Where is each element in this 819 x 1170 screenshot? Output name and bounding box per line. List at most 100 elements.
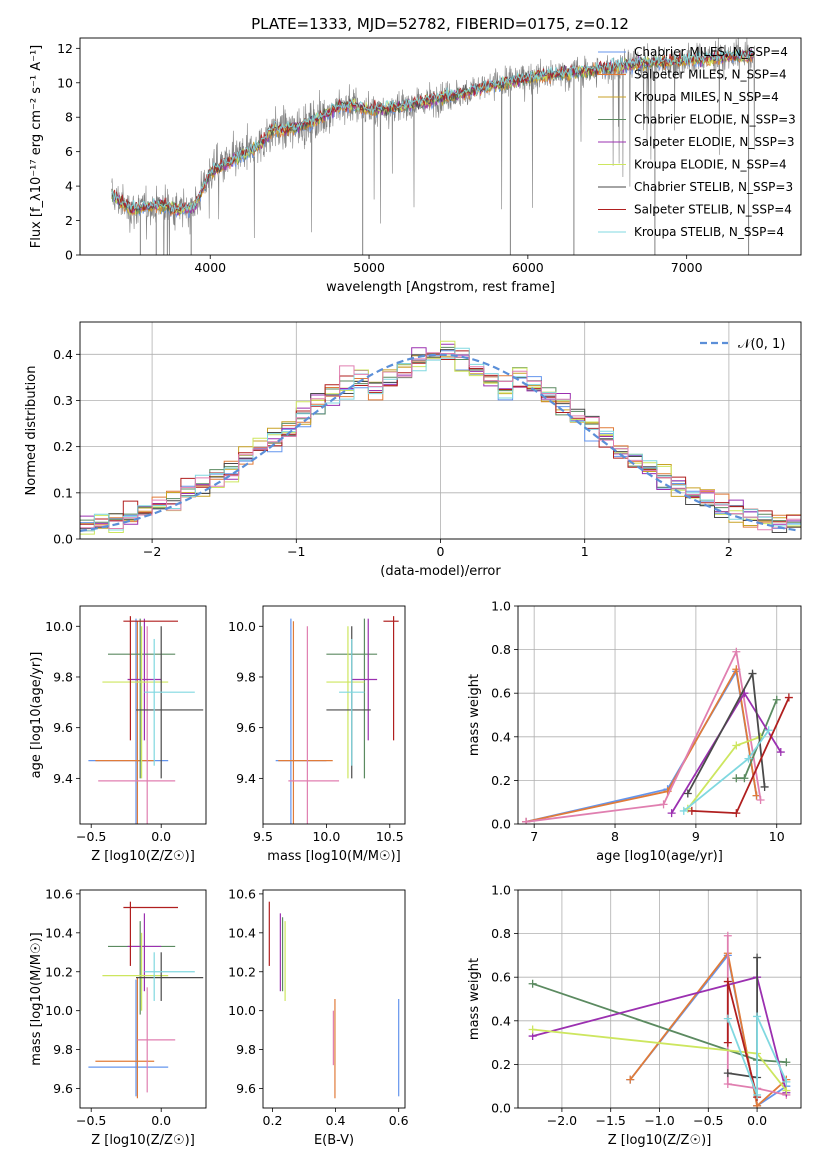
y-tick-label: 0.8 xyxy=(491,926,511,941)
legend-label: Chabrier STELIB, N_SSP=3 xyxy=(634,180,793,194)
y-tick-label: 10.4 xyxy=(228,925,256,940)
spectrum-legend: Chabrier MILES, N_SSP=4 Salpeter MILES, N… xyxy=(598,45,796,239)
y-tick-label: 10.6 xyxy=(45,886,73,901)
x-tick-label: 0.4 xyxy=(326,1113,346,1128)
axes-mass_vs_Z: −0.5 0.0 9.6 9.8 10.0 10.2 10.4 10.6 Z [log10(Z/… xyxy=(29,886,207,1148)
x-tick-label: 8 xyxy=(611,829,619,844)
y-tick-label: 6 xyxy=(65,144,73,159)
axes-age_vs_Z: −0.5 0.0 9.4 9.6 9.8 10.0 Z [log10(Z/Z☉)] age [… xyxy=(29,605,207,864)
figure-title: PLATE=1333, MJD=52782, FIBERID=0175, z=0… xyxy=(251,15,629,33)
y-tick-label: 10.2 xyxy=(45,964,73,979)
legend-label: Kroupa ELODIE, N_SSP=4 xyxy=(634,158,787,172)
y-tick-label: 0.0 xyxy=(491,817,511,832)
marker-kroupa_stelib xyxy=(753,1090,762,1099)
y-tick-label: 4 xyxy=(65,179,73,194)
y-tick-label: 9.6 xyxy=(53,1081,73,1096)
plot-area-age_vs_mass xyxy=(275,616,399,824)
x-tick-label: −0.5 xyxy=(693,1113,723,1128)
x-axis-label: Z [log10(Z/Z☉)] xyxy=(91,1133,195,1148)
model-line-kroupa_stelib xyxy=(111,49,754,212)
y-tick-label: 0.6 xyxy=(491,686,511,701)
marker-pink xyxy=(723,931,732,940)
plot-area-age_vs_Z xyxy=(88,616,204,824)
marker-salpeter_stelib xyxy=(723,977,732,986)
axes-age_vs_mass: 9.5 10.0 10.5 9.4 9.6 9.8 10.0 mass [log10(M/M☉… xyxy=(228,605,406,864)
marker-pink xyxy=(732,647,741,656)
legend-label: Chabrier ELODIE, N_SSP=3 xyxy=(634,113,796,127)
legend-label: Salpeter STELIB, N_SSP=4 xyxy=(634,203,792,217)
y-tick-label: 9.8 xyxy=(236,669,256,684)
y-tick-label: 1.0 xyxy=(491,599,511,614)
plot-area-spectrum xyxy=(111,38,755,255)
marker-pink xyxy=(659,800,668,809)
legend-label: Salpeter MILES, N_SSP=4 xyxy=(634,68,787,82)
axes-frame xyxy=(79,605,207,825)
marker-kroupa_stelib xyxy=(723,1014,732,1023)
y-tick-label: 10.2 xyxy=(228,964,256,979)
y-tick-label: 9.6 xyxy=(236,1081,256,1096)
marker-salpeter_miles xyxy=(626,1075,635,1084)
frame-massweight_vs_Z: −2.0 −1.5 −1.0 −0.5 0.0 0.0 0.2 0.4 0.6 0.8 1.0 Z [… xyxy=(467,883,802,1148)
frame-mass_vs_ebv: 0.2 0.4 0.6 9.6 9.8 10.0 10.2 10.4 10.6 E(B-V) xyxy=(228,886,409,1148)
x-tick-label: 0.0 xyxy=(151,1113,171,1128)
marker-chabrier_stelib xyxy=(753,953,762,962)
marker-salpeter_stelib xyxy=(723,1038,732,1047)
x-tick-label: 0.0 xyxy=(151,829,171,844)
marker-chabrier_elodie xyxy=(782,1058,791,1067)
x-tick-label: −1 xyxy=(287,544,305,559)
y-axis-label: Flux [f_λ10⁻¹⁷ erg cm⁻² s⁻¹ A⁻¹] xyxy=(29,45,44,249)
y-tick-label: 0.2 xyxy=(491,773,511,788)
y-tick-label: 0.2 xyxy=(491,1057,511,1072)
marker-kroupa_stelib xyxy=(782,1077,791,1086)
marker-pink xyxy=(723,1080,732,1089)
marker-kroupa_stelib xyxy=(679,806,688,815)
histogram-salpeter_stelib xyxy=(80,350,801,525)
marker-pink xyxy=(756,796,765,805)
mass-weight-line-salpeter_miles xyxy=(525,666,758,823)
mass-weight-line-pink xyxy=(525,648,762,823)
axes-massweight_vs_Z: −2.0 −1.5 −1.0 −0.5 0.0 0.0 0.2 0.4 0.6 0.8 1.0 Z [… xyxy=(467,883,802,1148)
x-axis-label: Z [log10(Z/Z☉)] xyxy=(608,1133,712,1148)
y-axis-label: mass [log10(M/M☉)] xyxy=(29,932,44,1065)
x-axis-label: wavelength [Angstrom, rest frame] xyxy=(326,280,555,295)
y-tick-label: 9.6 xyxy=(53,720,73,735)
axes-residuals: −2 −1 0 1 2 0.0 0.1 0.2 0.3 0.4 (data-model)/error… xyxy=(24,321,802,579)
x-axis-label: E(B-V) xyxy=(314,1133,354,1148)
y-tick-label: 10.0 xyxy=(45,1003,73,1018)
y-tick-label: 10.0 xyxy=(45,619,73,634)
x-tick-label: 10.0 xyxy=(312,829,340,844)
axes-frame xyxy=(79,37,802,256)
x-tick-label: 4000 xyxy=(194,260,226,275)
marker-chabrier_elodie xyxy=(740,774,749,783)
x-tick-label: 7 xyxy=(530,829,538,844)
marker-chabrier_stelib xyxy=(683,789,692,798)
x-tick-label: 2 xyxy=(725,544,733,559)
y-tick-label: 0.0 xyxy=(53,532,73,547)
legend-label: Kroupa MILES, N_SSP=4 xyxy=(634,90,779,104)
y-tick-label: 0.0 xyxy=(491,1101,511,1116)
marker-kroupa_elodie xyxy=(782,1086,791,1095)
marker-chabrier_stelib xyxy=(748,669,757,678)
marker-kroupa_stelib xyxy=(744,754,753,763)
plot-area-massweight_vs_age xyxy=(522,647,793,824)
y-tick-label: 0.4 xyxy=(53,347,73,362)
y-tick-label: 1.0 xyxy=(491,883,511,898)
marker-chabrier_elodie xyxy=(732,774,741,783)
marker-salpeter_elodie xyxy=(667,809,676,818)
marker-chabrier_elodie xyxy=(772,695,781,704)
marker-kroupa_stelib xyxy=(753,1012,762,1021)
y-tick-label: 10.0 xyxy=(228,619,256,634)
y-tick-label: 2 xyxy=(65,213,73,228)
axes-massweight_vs_age: 7 8 9 10 0.0 0.2 0.4 0.6 0.8 1.0 age [log10(age/yr… xyxy=(467,599,802,864)
x-tick-label: 6000 xyxy=(512,260,544,275)
histogram-kroupa_stelib xyxy=(80,347,801,532)
plot-area-residuals xyxy=(80,340,801,535)
axes-spectrum: 4000 5000 6000 7000 0 2 4 6 8 10 12 wavelength [Ang… xyxy=(29,37,802,295)
axes-frame xyxy=(517,605,802,825)
x-tick-label: 0.0 xyxy=(747,1113,767,1128)
x-tick-label: −0.5 xyxy=(76,829,106,844)
marker-salpeter_stelib xyxy=(687,806,696,815)
mass-weight-line-salpeter_miles xyxy=(629,951,787,1108)
y-axis-label: mass weight xyxy=(467,958,482,1040)
